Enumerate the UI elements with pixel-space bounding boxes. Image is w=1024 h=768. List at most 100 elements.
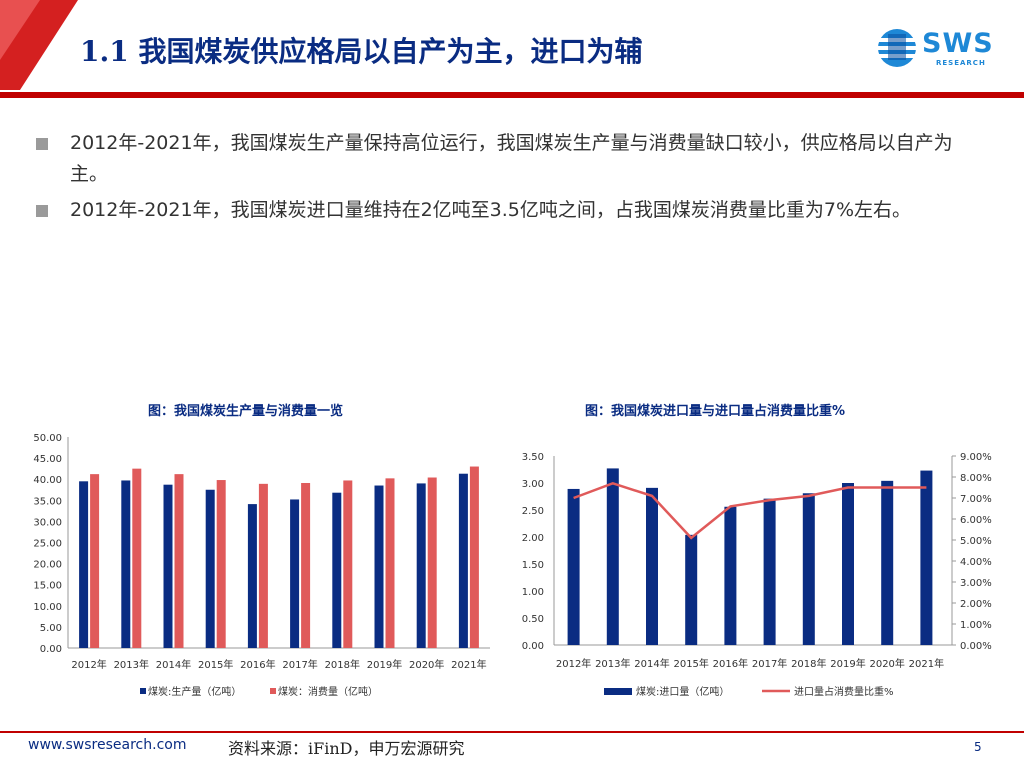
slide-header: 1.1 我国煤炭供应格局以自产为主，进口为辅 SWS RESEARCH [0,0,1024,100]
bullet-text: 2012年-2021年，我国煤炭生产量保持高位运行，我国煤炭生产量与消费量缺口较… [70,132,953,185]
x-tick-label: 2017年 [752,657,787,670]
y2-tick-label: 5.00% [960,536,992,547]
y2-tick-label: 1.00% [960,620,992,631]
footer-divider [0,731,1024,733]
logo-text: SWS [922,28,994,59]
production-bar [163,484,173,648]
x-tick-label: 2020年 [409,658,444,671]
y-tick-label: 3.50 [522,452,544,463]
x-tick-label: 2019年 [367,658,402,671]
y-tick-label: 45.00 [33,454,62,465]
x-tick-label: 2017年 [282,658,317,671]
chart2-title: 图：我国煤炭进口量与进口量占消费量比重% [585,404,846,419]
y-tick-label: 5.00 [40,623,62,634]
production-bar [290,499,300,648]
y-tick-label: 1.00 [522,587,544,598]
y2-tick-label: 9.00% [960,452,992,463]
header-decoration [0,0,1024,98]
consumption-bar [174,474,184,648]
x-tick-label: 2013年 [114,658,149,671]
slide-title: 1.1 我国煤炭供应格局以自产为主，进口为辅 [80,35,643,68]
y-tick-label: 3.00 [522,479,544,490]
y-tick-label: 0.50 [522,614,544,625]
x-tick-label: 2012年 [71,658,106,671]
x-tick-label: 2014年 [156,658,191,671]
legend-swatch-consumption [270,688,276,694]
x-tick-label: 2015年 [673,657,708,670]
y-tick-label: 25.00 [33,539,62,550]
production-bar [416,483,426,648]
footer-source: 资料来源：iFinD，申万宏源研究 [228,739,465,758]
y2-tick-label: 3.00% [960,578,992,589]
y-tick-label: 15.00 [33,581,62,592]
legend-label-production: 煤炭:生产量（亿吨） [148,685,241,698]
y-tick-label: 35.00 [33,496,62,507]
x-tick-label: 2018年 [791,657,826,670]
production-bar [374,485,384,648]
import-bar [920,470,933,645]
import-bar [763,498,776,645]
y2-tick-label: 6.00% [960,515,992,526]
production-bar [458,473,468,648]
y-tick-label: 0.00 [40,644,62,655]
import-bar [724,506,737,645]
consumption-bar [385,478,395,648]
consumption-bar [469,466,479,648]
y-tick-label: 10.00 [33,602,62,613]
bullet-item: 2012年-2021年，我国煤炭进口量维持在2亿吨至3.5亿吨之间，占我国煤炭消… [36,195,976,226]
bullet-list: 2012年-2021年，我国煤炭生产量保持高位运行，我国煤炭生产量与消费量缺口较… [36,128,976,231]
consumption-bar [301,482,311,648]
production-consumption-chart: 0.00 5.00 10.00 15.00 20.00 25.00 30.00 35.00 40… [33,433,490,698]
x-tick-label: 2020年 [869,657,904,670]
x-tick-label: 2016年 [713,657,748,670]
x-tick-label: 2014年 [634,657,669,670]
import-bar [881,480,894,645]
y-tick-label: 20.00 [33,560,62,571]
legend-swatch-production [140,688,146,694]
production-bar [332,492,342,648]
logo-subtext: RESEARCH [936,59,986,67]
production-bar [79,481,89,648]
y-tick-label: 0.00 [522,641,544,652]
legend-label-ratio: 进口量占消费量比重% [794,685,894,698]
x-tick-label: 2018年 [325,658,360,671]
bullet-item: 2012年-2021年，我国煤炭生产量保持高位运行，我国煤炭生产量与消费量缺口较… [36,128,976,190]
import-bar [842,483,854,645]
y-tick-label: 2.50 [522,506,544,517]
ratio-line [573,481,927,540]
page-number: 5 [974,740,982,754]
y-tick-label: 2.00 [522,533,544,544]
y2-tick-label: 0.00% [960,641,992,652]
y-tick-label: 50.00 [33,433,62,444]
chart1-title: 图：我国煤炭生产量与消费量一览 [148,404,344,419]
x-tick-label: 2021年 [909,657,944,670]
x-tick-label: 2021年 [451,658,486,671]
y-tick-label: 30.00 [33,517,62,528]
import-bar [802,493,815,645]
consumption-bar [216,480,226,648]
import-bar [567,488,580,645]
legend-swatch-import [604,688,632,695]
consumption-bar [427,477,437,648]
import-bar [646,487,658,645]
consumption-bar [90,474,100,648]
x-tick-label: 2013年 [595,657,630,670]
bullet-square-icon [36,205,48,217]
consumption-bar [132,468,142,648]
legend-label-import: 煤炭:进口量（亿吨） [636,685,729,698]
production-bar [121,480,131,648]
sws-logo: SWS RESEARCH [876,26,1006,76]
y2-tick-label: 7.00% [960,494,992,505]
production-bar [247,504,257,648]
x-tick-label: 2016年 [240,658,275,671]
x-tick-label: 2015年 [198,658,233,671]
footer-url[interactable]: www.swsresearch.com [28,737,187,753]
y2-tick-label: 4.00% [960,557,992,568]
y-tick-label: 1.50 [522,560,544,571]
x-tick-label: 2019年 [830,657,865,670]
consumption-bar [258,483,268,648]
legend-label-consumption: 煤炭：消费量（亿吨） [278,685,378,698]
import-bar [685,534,698,645]
y2-tick-label: 2.00% [960,599,992,610]
bullet-text: 2012年-2021年，我国煤炭进口量维持在2亿吨至3.5亿吨之间，占我国煤炭消… [70,199,912,221]
